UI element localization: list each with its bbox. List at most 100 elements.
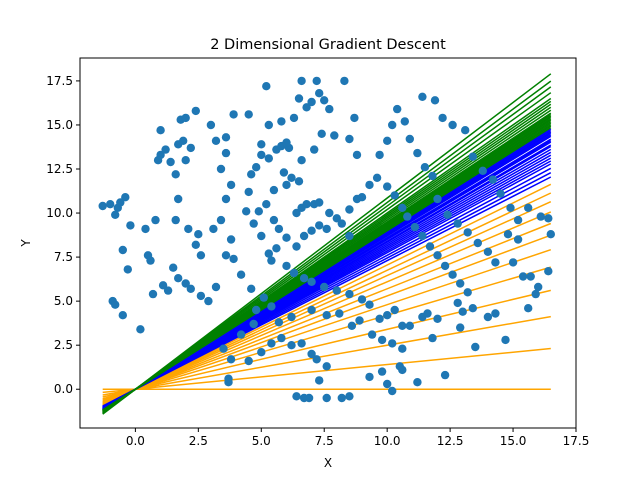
x-axis-label: X [324,456,332,470]
data-point-179 [473,238,482,248]
data-point-83 [317,129,326,138]
data-point-76 [257,150,266,160]
data-point-176 [443,210,452,219]
data-point-97 [315,89,324,98]
data-point-21 [166,157,175,167]
data-point-4 [116,198,125,207]
data-point-100 [340,76,349,86]
data-point-154 [425,242,435,251]
data-point-0 [98,201,107,211]
data-point-109 [315,198,324,207]
data-point-186 [544,267,553,276]
data-point-142 [393,104,402,114]
data-point-121 [322,224,331,234]
data-point-169 [506,203,515,212]
data-point-148 [383,182,392,191]
data-point-50 [226,180,236,190]
data-point-143 [400,117,409,126]
data-point-61 [247,284,256,293]
data-point-147 [428,171,437,181]
data-point-54 [221,133,231,142]
data-point-230 [413,378,422,387]
data-point-120 [315,221,324,230]
data-point-51 [216,164,226,174]
data-point-25 [181,113,190,123]
data-point-183 [513,235,523,244]
data-point-62 [259,293,268,302]
data-point-115 [274,224,284,234]
data-point-42 [171,215,180,225]
data-point-194 [524,304,533,313]
data-point-140 [383,136,392,145]
data-point-122 [337,219,346,228]
data-point-41 [174,194,183,204]
y-tick-label-3: 7.5 [54,250,73,264]
data-point-238 [307,305,316,315]
data-point-211 [277,333,286,343]
data-point-105 [292,208,301,218]
data-point-195 [531,289,540,299]
data-point-132 [332,286,341,295]
data-point-234 [236,330,246,339]
data-point-222 [345,392,354,401]
data-point-165 [468,152,477,161]
data-point-12 [136,325,145,334]
data-point-104 [282,138,291,147]
data-point-198 [383,311,392,320]
data-point-59 [229,254,238,264]
data-point-128 [289,268,299,278]
data-point-117 [292,242,301,251]
data-point-70 [282,180,291,190]
data-point-93 [294,94,304,103]
data-point-213 [297,339,306,348]
data-point-80 [287,173,296,182]
data-point-118 [299,231,309,241]
data-point-240 [335,309,344,318]
data-point-2 [111,210,120,219]
data-point-34 [174,274,183,283]
data-point-126 [272,244,281,253]
y-tick-label-6: 15.0 [46,118,73,132]
fit-lines-layer [102,73,552,415]
data-point-60 [236,270,246,279]
data-point-111 [332,214,341,223]
data-point-203 [423,309,432,318]
data-point-229 [398,365,407,375]
data-point-130 [307,277,316,286]
data-point-178 [463,228,472,237]
data-point-219 [304,393,314,403]
y-axis-ticks: 0.0 2.5 5.0 7.5 10.0 12.5 15.0 17.5 [46,74,80,396]
data-point-68 [262,200,271,209]
data-point-43 [184,224,193,234]
data-point-19 [156,126,165,135]
data-point-87 [257,140,266,149]
data-point-205 [433,314,442,323]
data-point-101 [350,113,359,123]
data-point-242 [355,316,364,325]
data-point-184 [508,258,518,267]
data-point-127 [282,261,291,271]
data-point-84 [330,131,339,140]
data-point-69 [269,185,279,195]
x-tick-label-1: 2.5 [189,434,208,448]
data-point-171 [524,203,533,212]
data-point-67 [254,207,263,216]
data-point-85 [345,134,354,144]
data-point-158 [456,279,465,288]
data-point-174 [546,230,555,239]
chart-title: 2 Dimensional Gradient Descent [210,37,446,53]
data-point-188 [458,307,467,316]
data-point-167 [488,175,498,184]
data-point-136 [357,193,367,202]
data-point-129 [299,274,309,283]
data-point-191 [491,309,500,318]
data-point-193 [518,272,528,281]
data-point-92 [297,76,306,86]
plot-frame [79,57,577,429]
data-point-156 [440,261,450,271]
data-point-170 [513,215,523,225]
fit-line-green-19 [102,73,552,415]
data-point-119 [307,226,316,235]
